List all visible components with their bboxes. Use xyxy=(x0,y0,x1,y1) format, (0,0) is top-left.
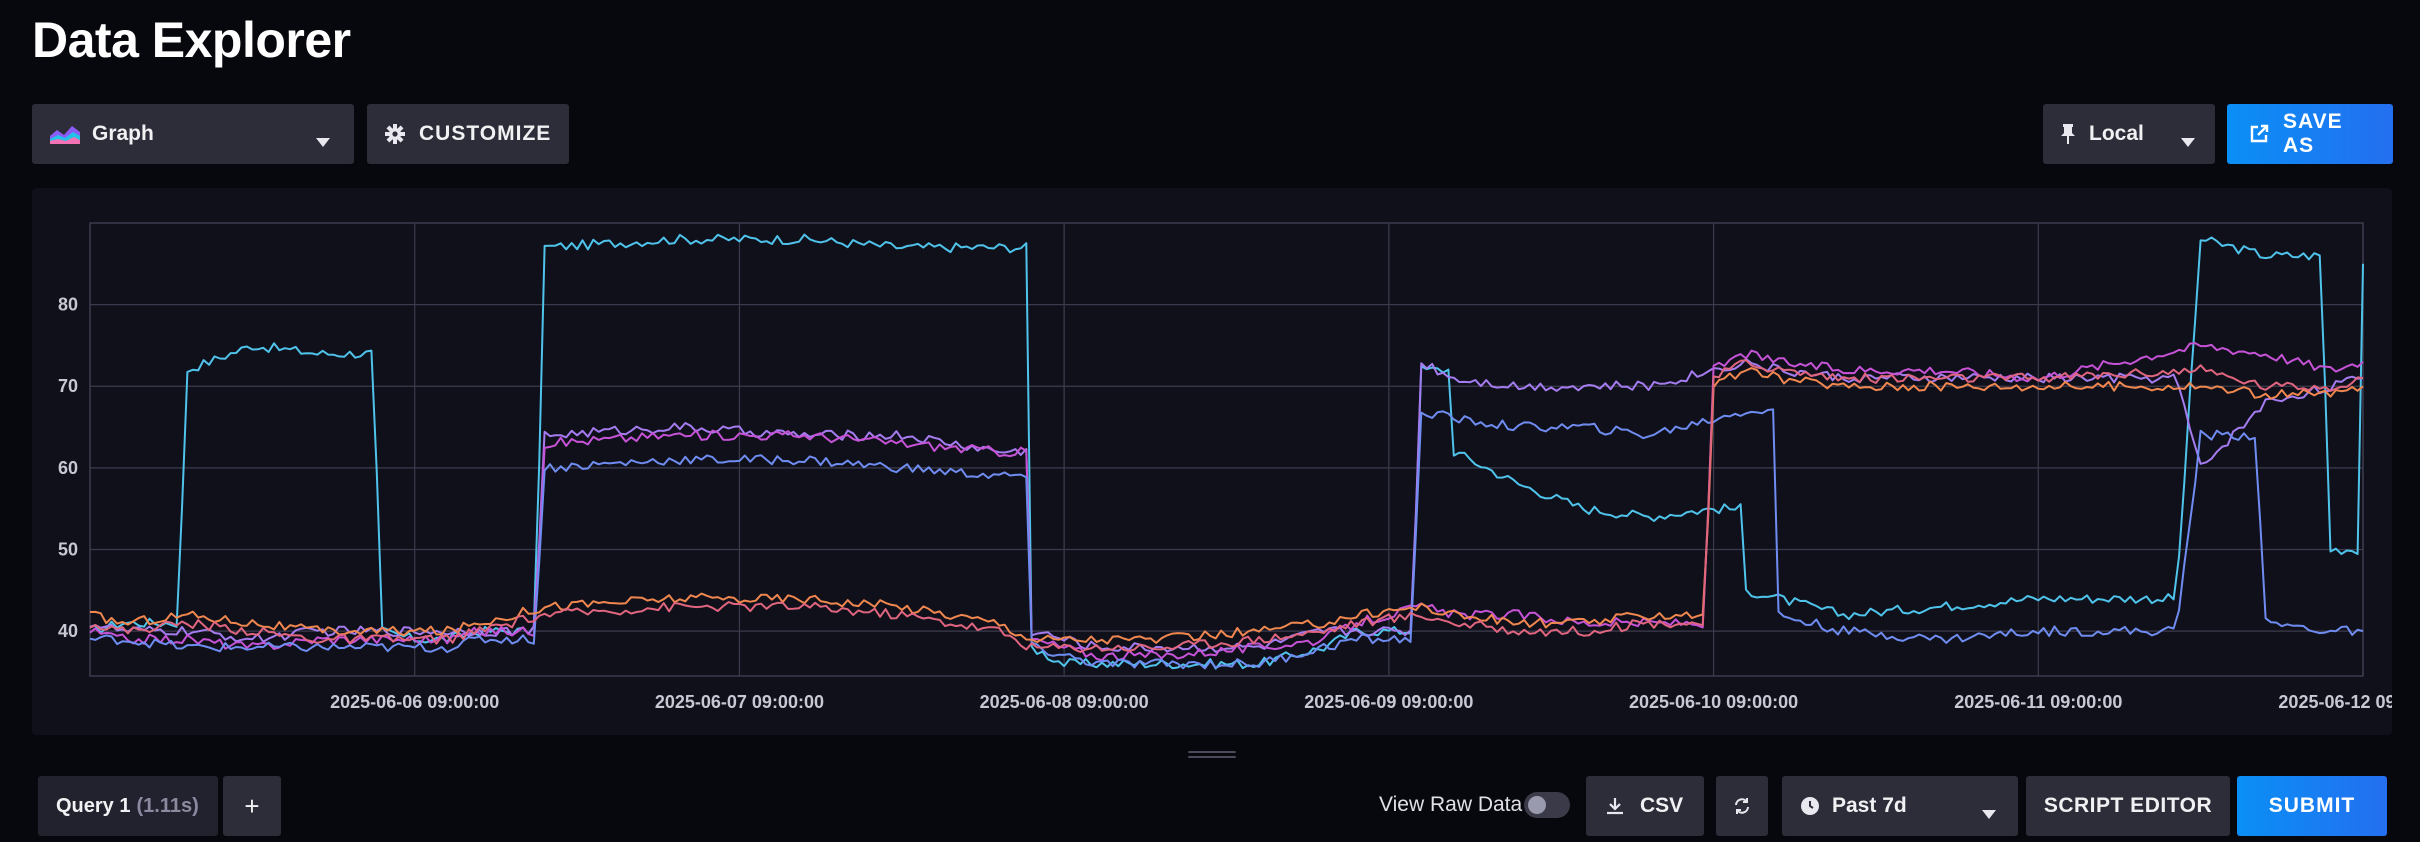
series-line-2 xyxy=(89,357,2364,653)
y-tick-label: 50 xyxy=(58,539,78,559)
customize-label: CUSTOMIZE xyxy=(419,122,552,145)
plot-frame xyxy=(89,222,2364,677)
x-tick-label: 2025-06-08 09:00:00 xyxy=(980,692,1149,712)
caret-down-icon xyxy=(316,129,330,153)
download-icon xyxy=(1606,797,1624,815)
customize-button[interactable]: CUSTOMIZE xyxy=(367,104,569,164)
series-line-5 xyxy=(89,367,2364,645)
x-tick-label: 2025-06-09 09:00:00 xyxy=(1304,692,1473,712)
csv-download-button[interactable]: CSV xyxy=(1586,776,1704,836)
timezone-label: Local xyxy=(2089,122,2144,145)
save-as-label: SAVE AS xyxy=(2283,110,2343,157)
script-editor-button[interactable]: SCRIPT EDITOR xyxy=(2026,776,2230,836)
x-tick-label: 2025-06-12 09:00:00 xyxy=(2278,692,2392,712)
add-query-button[interactable]: + xyxy=(223,776,281,836)
time-range-dropdown[interactable]: Past 7d xyxy=(1782,776,2018,836)
y-tick-label: 60 xyxy=(58,458,78,478)
time-range-label: Past 7d xyxy=(1832,794,1907,817)
line-chart[interactable]: 40 50 60 70 80 2025-06-06 09:00:00 2025-06-07 … xyxy=(32,188,2392,735)
query-tab[interactable]: Query 1 (1.11s) xyxy=(38,776,218,836)
graph-panel[interactable]: 40 50 60 70 80 2025-06-06 09:00:00 2025-06-07 … xyxy=(32,188,2392,735)
query-tab-label: Query 1 xyxy=(56,794,131,817)
gear-icon xyxy=(385,124,405,144)
clock-icon xyxy=(1800,796,1820,816)
page-title: Data Explorer xyxy=(32,12,351,68)
timezone-dropdown[interactable]: Local xyxy=(2043,104,2215,164)
submit-button[interactable]: SUBMIT xyxy=(2237,776,2387,836)
query-tab-time: (1.11s) xyxy=(136,794,199,817)
view-raw-data-toggle[interactable] xyxy=(1524,792,1570,818)
graph-type-dropdown[interactable]: Graph xyxy=(32,104,354,164)
x-tick-label: 2025-06-11 09:00:00 xyxy=(1954,692,2122,712)
save-as-button[interactable]: SAVE AS xyxy=(2227,104,2393,164)
x-tick-label: 2025-06-06 09:00:00 xyxy=(330,692,499,712)
series-line-6 xyxy=(89,359,2364,653)
toggle-knob xyxy=(1528,796,1546,814)
y-tick-label: 40 xyxy=(58,621,78,641)
caret-down-icon xyxy=(2181,129,2195,153)
refresh-icon xyxy=(1733,797,1751,815)
x-tick-label: 2025-06-07 09:00:00 xyxy=(655,692,824,712)
external-link-icon xyxy=(2249,124,2269,144)
y-tick-label: 70 xyxy=(58,376,78,396)
y-tick-label: 80 xyxy=(58,295,78,315)
series-line-1 xyxy=(89,233,2364,670)
view-raw-data-label: View Raw Data xyxy=(1379,793,1523,816)
x-tick-label: 2025-06-10 09:00:00 xyxy=(1629,692,1798,712)
refresh-button[interactable] xyxy=(1716,776,1768,836)
caret-down-icon xyxy=(1982,801,1996,825)
csv-label: CSV xyxy=(1640,794,1684,817)
resize-handle[interactable] xyxy=(1188,748,1236,760)
series-line-4 xyxy=(89,408,2364,670)
area-chart-icon xyxy=(50,124,80,144)
graph-type-label: Graph xyxy=(92,122,154,145)
pin-icon xyxy=(2061,124,2075,144)
